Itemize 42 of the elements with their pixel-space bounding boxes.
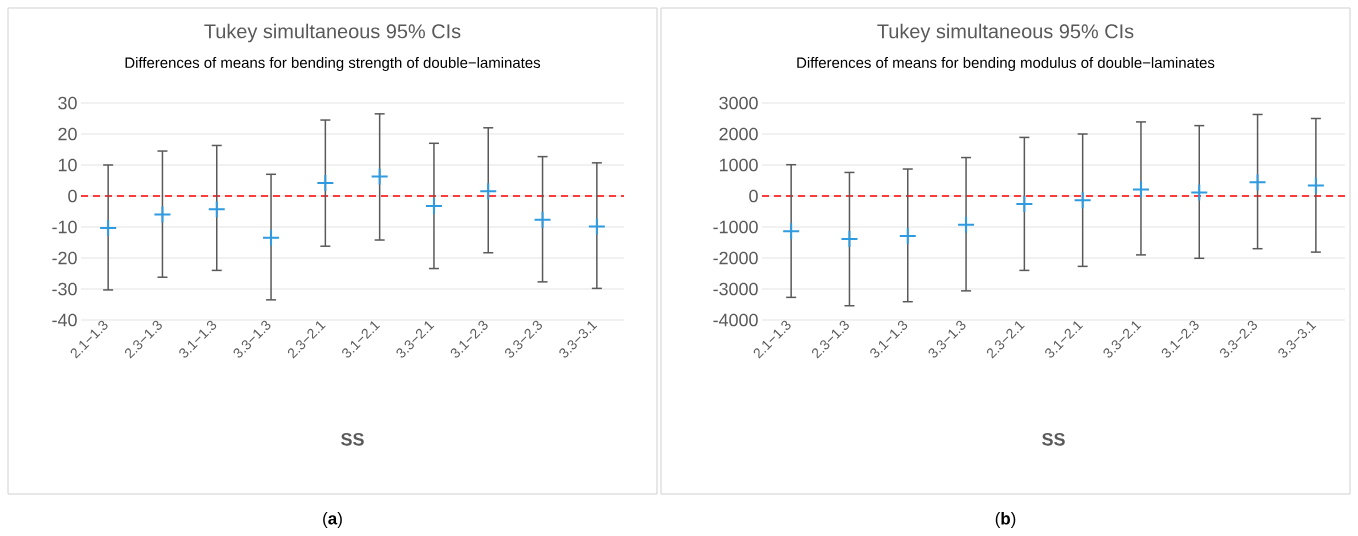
y-tick-label: 10 bbox=[58, 158, 77, 172]
y-tick-label: -3000 bbox=[713, 282, 758, 296]
chart-subtitle: Differences of means for bending strength of double−laminates bbox=[125, 57, 541, 71]
chart-title: Tukey simultaneous 95% CIs bbox=[204, 23, 461, 43]
point bbox=[587, 217, 606, 236]
point bbox=[840, 230, 859, 249]
text: (b) bbox=[995, 512, 1016, 528]
point bbox=[1190, 183, 1209, 202]
y-tick-label: 3000 bbox=[719, 96, 758, 110]
point bbox=[957, 215, 976, 234]
y-tick-label: -10 bbox=[52, 220, 77, 234]
point bbox=[1073, 191, 1092, 210]
chart-title: Tukey simultaneous 95% CIs bbox=[877, 23, 1134, 43]
point bbox=[782, 222, 801, 241]
point bbox=[370, 167, 389, 186]
y-tick-label: -2000 bbox=[713, 251, 758, 265]
chart-subtitle: Differences of means for bending modulus of double−laminates bbox=[797, 57, 1215, 71]
point bbox=[533, 210, 552, 229]
y-tick-label: -1000 bbox=[713, 220, 758, 234]
y-tick-label: 1000 bbox=[719, 158, 758, 172]
point bbox=[1015, 195, 1034, 214]
x-axis-title: SS bbox=[1042, 432, 1065, 446]
y-tick-label: 0 bbox=[749, 189, 758, 203]
text: (a) bbox=[323, 512, 342, 528]
y-tick-label: 2000 bbox=[719, 127, 758, 141]
point bbox=[1131, 180, 1150, 199]
y-tick-label: 20 bbox=[58, 127, 77, 141]
point bbox=[1248, 173, 1267, 192]
y-tick-label: 30 bbox=[58, 96, 77, 110]
point bbox=[424, 196, 443, 215]
point bbox=[99, 218, 118, 237]
point bbox=[262, 228, 281, 247]
y-tick-label: 0 bbox=[68, 189, 77, 203]
point bbox=[479, 182, 498, 201]
point bbox=[898, 226, 917, 245]
point bbox=[1306, 176, 1325, 195]
point bbox=[316, 173, 335, 192]
point bbox=[207, 200, 226, 219]
y-tick-label: -20 bbox=[52, 251, 77, 265]
y-tick-label: -30 bbox=[52, 282, 77, 296]
point bbox=[153, 205, 172, 224]
x-axis-title: SS bbox=[341, 432, 364, 446]
